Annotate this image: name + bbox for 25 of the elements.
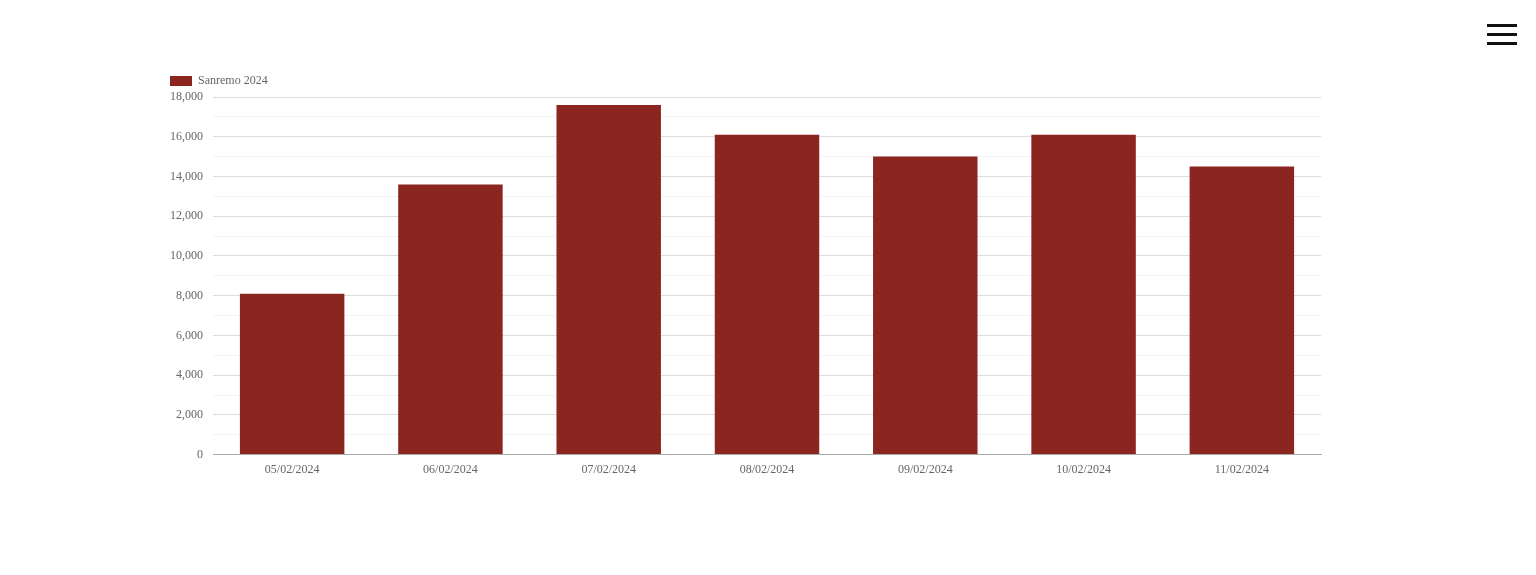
x-tick-label: 05/02/2024 <box>264 461 320 476</box>
bar <box>1189 166 1295 455</box>
y-tick-label: 12,000 <box>170 208 203 223</box>
y-tick-label: 18,000 <box>170 89 203 104</box>
y-tick-label: 10,000 <box>170 248 203 263</box>
bar <box>1031 134 1136 455</box>
y-tick-label: 8,000 <box>176 287 203 302</box>
x-tick-label: 10/02/2024 <box>1056 461 1111 476</box>
bar <box>398 184 503 455</box>
bar <box>873 156 978 455</box>
x-tick-label: 08/02/2024 <box>739 461 795 476</box>
y-tick-label: 16,000 <box>170 128 203 143</box>
bar <box>239 293 345 455</box>
x-tick-label: 06/02/2024 <box>423 461 478 476</box>
legend-label: Sanremo 2024 <box>198 73 268 88</box>
y-tick-label: 14,000 <box>170 168 203 183</box>
x-tick-label: 09/02/2024 <box>897 461 953 476</box>
x-tick-label: 11/02/2024 <box>1214 461 1269 476</box>
bar <box>556 104 661 455</box>
y-tick-label: 0 <box>197 446 203 461</box>
text: 2,000 <box>176 407 203 422</box>
y-tick-label: 6,000 <box>176 327 203 342</box>
x-tick-label: 07/02/2024 <box>581 461 637 476</box>
bar <box>714 134 820 455</box>
y-tick-label: 4,000 <box>176 367 203 382</box>
